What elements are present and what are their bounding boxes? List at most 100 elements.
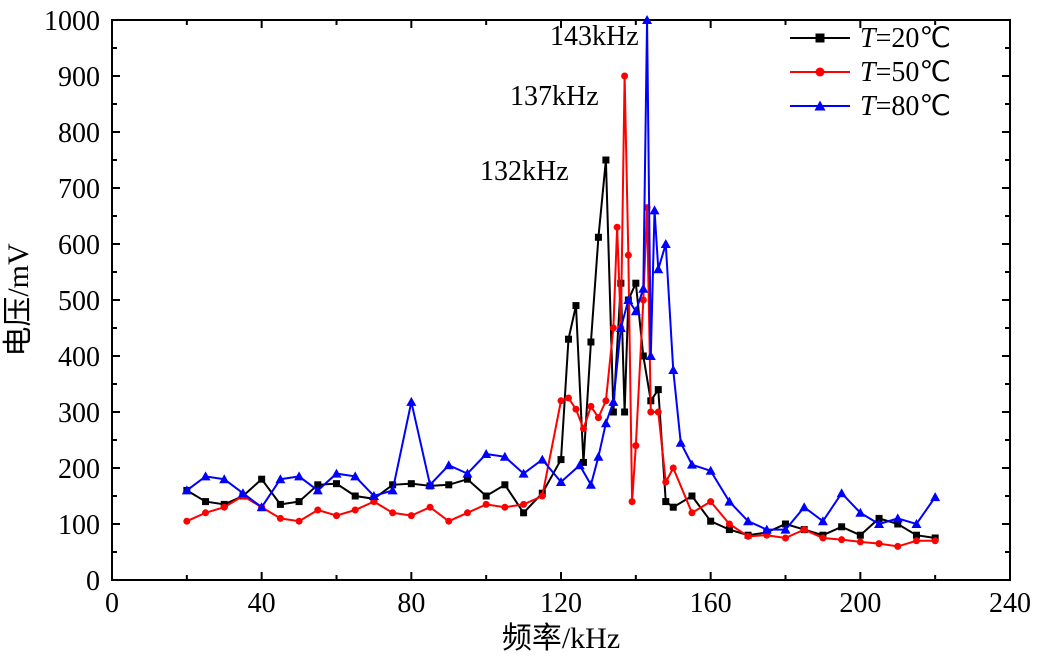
- marker-square: [670, 504, 677, 511]
- marker-circle: [520, 501, 527, 508]
- marker-circle: [782, 535, 789, 542]
- y-tick-label: 900: [58, 62, 100, 93]
- peak-annotation: 132kHz: [480, 156, 569, 187]
- marker-triangle: [676, 438, 686, 447]
- marker-circle: [816, 68, 825, 77]
- y-tick-label: 500: [58, 286, 100, 317]
- marker-triangle: [481, 449, 491, 458]
- x-tick-label: 200: [839, 588, 881, 619]
- marker-circle: [932, 537, 939, 544]
- marker-square: [707, 518, 714, 525]
- marker-square: [277, 501, 284, 508]
- marker-triangle: [661, 239, 671, 248]
- marker-square: [602, 157, 609, 164]
- x-tick-label: 80: [397, 588, 425, 619]
- marker-circle: [389, 509, 396, 516]
- marker-square: [655, 386, 662, 393]
- marker-square: [632, 280, 639, 287]
- marker-square: [587, 339, 594, 346]
- y-tick-label: 200: [58, 454, 100, 485]
- y-tick-label: 0: [86, 566, 100, 597]
- legend: T=20℃T=50℃T=80℃: [790, 23, 951, 122]
- marker-square: [501, 481, 508, 488]
- marker-circle: [621, 73, 628, 80]
- marker-circle: [333, 512, 340, 519]
- chart-container: 04080120160200240频率/kHz01002003004005006…: [0, 0, 1043, 665]
- x-tick-label: 160: [690, 588, 732, 619]
- marker-triangle: [668, 365, 678, 374]
- marker-circle: [629, 498, 636, 505]
- marker-circle: [819, 535, 826, 542]
- marker-triangle: [201, 471, 211, 480]
- marker-square: [857, 532, 864, 539]
- marker-square: [565, 336, 572, 343]
- marker-triangle: [593, 452, 603, 461]
- marker-triangle: [601, 418, 611, 427]
- marker-square: [572, 302, 579, 309]
- marker-circle: [610, 325, 617, 332]
- marker-circle: [183, 518, 190, 525]
- marker-triangle: [646, 351, 656, 360]
- marker-square: [333, 480, 340, 487]
- marker-triangle: [837, 488, 847, 497]
- marker-circle: [595, 414, 602, 421]
- y-axis-label: 电压/mV: [2, 243, 35, 357]
- marker-square: [621, 409, 628, 416]
- marker-circle: [726, 521, 733, 528]
- marker-triangle: [444, 460, 454, 469]
- x-tick-label: 240: [989, 588, 1031, 619]
- marker-circle: [296, 518, 303, 525]
- y-tick-label: 1000: [44, 6, 100, 37]
- y-tick-label: 300: [58, 398, 100, 429]
- marker-circle: [408, 512, 415, 519]
- marker-circle: [707, 498, 714, 505]
- marker-square: [202, 498, 209, 505]
- marker-circle: [602, 397, 609, 404]
- x-tick-label: 0: [105, 588, 119, 619]
- x-tick-label: 120: [540, 588, 582, 619]
- marker-triangle: [687, 460, 697, 469]
- peak-annotation: 143kHz: [550, 21, 639, 52]
- marker-circle: [801, 526, 808, 533]
- marker-circle: [894, 543, 901, 550]
- marker-square: [520, 509, 527, 516]
- marker-triangle: [608, 397, 618, 406]
- marker-triangle: [332, 469, 342, 478]
- marker-square: [258, 476, 265, 483]
- x-tick-label: 40: [248, 588, 276, 619]
- marker-triangle: [653, 264, 663, 273]
- marker-circle: [202, 509, 209, 516]
- marker-circle: [483, 501, 490, 508]
- marker-circle: [277, 515, 284, 522]
- marker-square: [816, 34, 825, 43]
- marker-square: [595, 234, 602, 241]
- marker-circle: [647, 409, 654, 416]
- marker-circle: [838, 536, 845, 543]
- marker-square: [838, 523, 845, 530]
- marker-triangle: [406, 397, 416, 406]
- marker-circle: [572, 406, 579, 413]
- marker-circle: [445, 518, 452, 525]
- marker-circle: [464, 509, 471, 516]
- y-tick-label: 100: [58, 510, 100, 541]
- marker-circle: [625, 252, 632, 259]
- marker-square: [662, 498, 669, 505]
- legend-label: T=50℃: [860, 57, 951, 88]
- marker-circle: [501, 504, 508, 511]
- marker-circle: [655, 409, 662, 416]
- marker-triangle: [799, 502, 809, 511]
- marker-square: [445, 481, 452, 488]
- x-axis-label: 频率/kHz: [502, 622, 620, 655]
- marker-square: [483, 493, 490, 500]
- marker-circle: [662, 479, 669, 486]
- y-tick-label: 400: [58, 342, 100, 373]
- marker-square: [688, 493, 695, 500]
- marker-circle: [913, 537, 920, 544]
- marker-circle: [857, 538, 864, 545]
- marker-triangle: [724, 497, 734, 506]
- marker-circle: [352, 507, 359, 514]
- marker-circle: [670, 465, 677, 472]
- marker-circle: [427, 504, 434, 511]
- marker-circle: [221, 504, 228, 511]
- marker-triangle: [893, 513, 903, 522]
